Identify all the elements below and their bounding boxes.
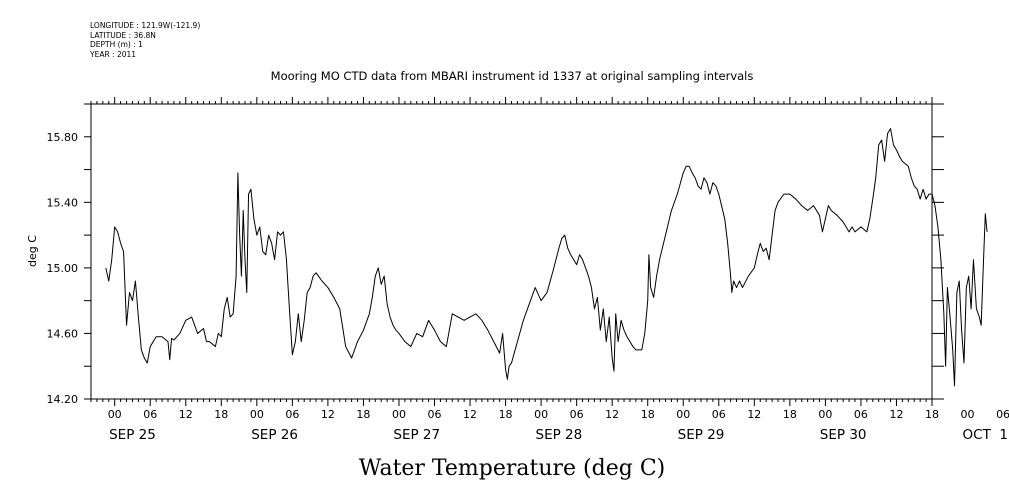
x-hour-tick-label: 00 (108, 408, 122, 421)
x-hour-tick-label: 12 (747, 408, 761, 421)
x-hour-tick-label: 06 (854, 408, 868, 421)
x-hour-tick-label: 12 (321, 408, 335, 421)
x-tick-labels: 00 06 12 18 00 06 12 18 00 06 12 18 00 06 12 18 00 06 12 18… (108, 408, 1009, 443)
y-axis-label: deg C (26, 235, 39, 267)
y-tick-label: 15.40 (47, 196, 79, 209)
y-tick-label: 15.80 (47, 131, 79, 144)
x-hour-tick-label: 18 (641, 408, 655, 421)
x-hour-tick-label: 06 (428, 408, 442, 421)
y-tick-label: 14.20 (47, 393, 79, 406)
depth-text: DEPTH (m) : 1 (90, 40, 143, 50)
year-text: YEAR : 2011 (90, 49, 137, 59)
x-hour-tick-label: 18 (925, 408, 939, 421)
x-hour-tick-label: 12 (889, 408, 903, 421)
x-hour-tick-label: 06 (570, 408, 584, 421)
x-hour-tick-label: 18 (214, 408, 228, 421)
x-day-label: SEP 26 (251, 427, 298, 443)
series-group (105, 128, 988, 387)
x-day-label: OCT 1 (963, 427, 1008, 443)
latitude-text: LATITUDE : 36.8N (90, 30, 156, 40)
temperature-series-line (105, 128, 988, 387)
x-hour-tick-label: 00 (250, 408, 264, 421)
metadata-block: LONGITUDE : 121.9W(-121.9) LATITUDE : 36… (90, 21, 200, 59)
chart-title: Mooring MO CTD data from MBARI instrumen… (271, 69, 754, 83)
x-hour-tick-label: 18 (783, 408, 797, 421)
x-hour-tick-label: 12 (605, 408, 619, 421)
longitude-text: LONGITUDE : 121.9W(-121.9) (90, 21, 201, 30)
x-hour-tick-label: 00 (961, 408, 975, 421)
x-hour-tick-label: 12 (463, 408, 477, 421)
y-tick-label: 14.60 (47, 327, 79, 340)
x-hour-tick-label: 00 (534, 408, 548, 421)
axis-ticks (84, 97, 944, 406)
y-tick-labels: 14.20 14.60 15.00 15.40 15.80 (47, 131, 79, 406)
x-hour-tick-label: 00 (818, 408, 832, 421)
plot-frame (90, 103, 933, 400)
x-day-label: SEP 29 (678, 427, 725, 443)
x-day-label: SEP 25 (109, 427, 156, 443)
x-hour-tick-label: 18 (499, 408, 513, 421)
x-hour-tick-label: 12 (179, 408, 193, 421)
x-axis-label: Water Temperature (deg C) (359, 456, 666, 481)
x-hour-tick-label: 06 (996, 408, 1009, 421)
x-day-label: SEP 27 (393, 427, 440, 443)
x-day-label: SEP 30 (820, 427, 867, 443)
x-hour-tick-label: 00 (392, 408, 406, 421)
x-hour-tick-label: 06 (712, 408, 726, 421)
x-hour-tick-label: 18 (356, 408, 370, 421)
y-tick-label: 15.00 (47, 262, 79, 275)
x-hour-tick-label: 06 (285, 408, 299, 421)
x-day-label: SEP 28 (536, 427, 583, 443)
x-hour-tick-label: 06 (143, 408, 157, 421)
x-hour-tick-label: 00 (676, 408, 690, 421)
